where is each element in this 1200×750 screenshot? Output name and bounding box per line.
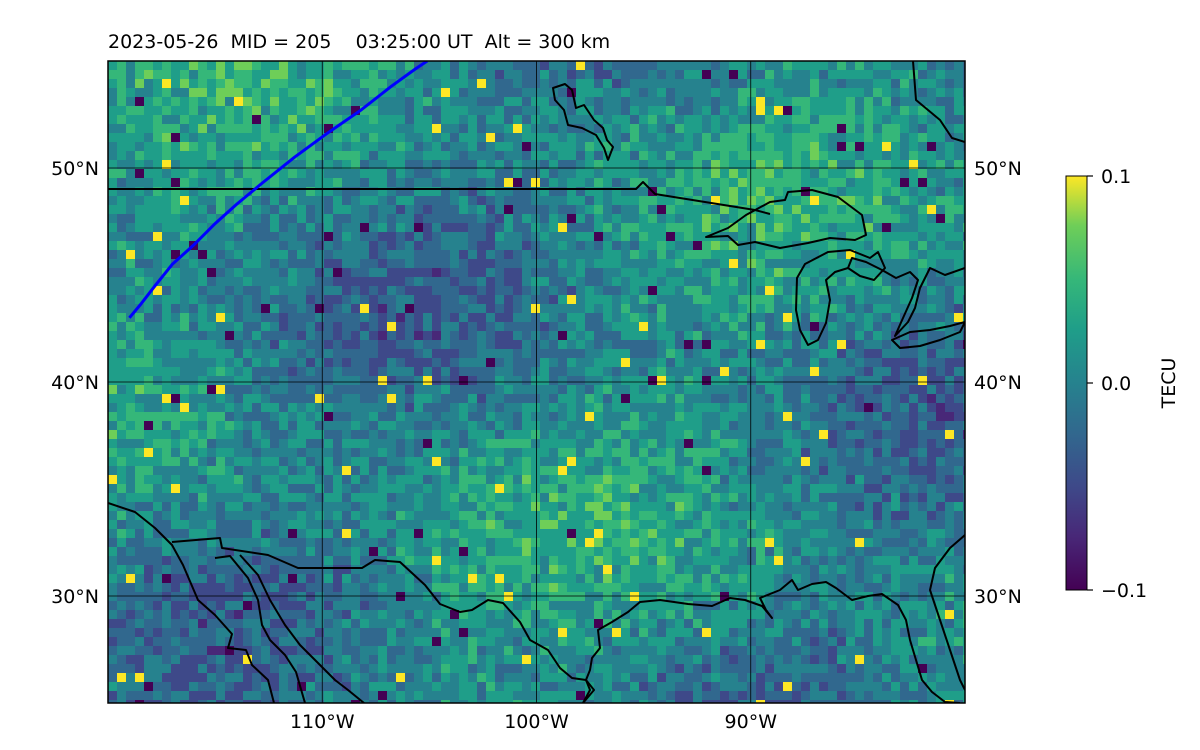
lon-label: 90°W <box>725 711 778 733</box>
lake-erie <box>891 321 965 349</box>
map-frame <box>107 60 966 704</box>
lon-label: 110°W <box>290 711 355 733</box>
colorbar: 0.1 0.0 −0.1 TECU <box>1065 166 1180 602</box>
us-mexico-border <box>171 537 595 703</box>
lat-label-right: 40°N <box>974 372 1022 394</box>
colorbar-tick-label: 0.1 <box>1101 166 1131 188</box>
lat-label-left: 30°N <box>51 586 99 608</box>
ontario-quebec-border <box>912 61 965 143</box>
lat-label-right: 30°N <box>974 586 1022 608</box>
lake-huron <box>847 257 965 337</box>
date-text: 2023-05-26 <box>108 31 218 53</box>
coastlines-borders <box>108 61 965 703</box>
colorbar-tick-label: 0.0 <box>1101 373 1131 395</box>
gulf-coast <box>582 579 961 703</box>
axis-ticks: 50°N 40°N 30°N 50°N 40°N 30°N 110°W 100°… <box>51 158 1022 733</box>
lat-label-right: 50°N <box>974 158 1022 180</box>
sonora-coast <box>239 554 365 703</box>
colorbar-tick-label: −0.1 <box>1101 580 1147 602</box>
mid-text: MID = 205 <box>231 31 332 53</box>
alt-text: Alt = 300 km <box>485 31 611 53</box>
lat-label-left: 40°N <box>51 372 99 394</box>
colorbar-label: TECU <box>1158 358 1180 410</box>
lat-label-left: 50°N <box>51 158 99 180</box>
satellite-track-line <box>128 61 429 319</box>
us-canada-border <box>108 181 771 215</box>
tec-heatmap <box>108 61 965 703</box>
lon-label: 100°W <box>504 711 569 733</box>
graticule-grid <box>108 61 965 703</box>
header-line: 2023-05-26 MID = 205 03:25:00 UT Alt = 3… <box>108 31 610 53</box>
lake-superior <box>705 189 867 249</box>
atlantic-coast <box>929 534 965 691</box>
colorbar-gradient <box>1065 175 1088 591</box>
colorbar-ticks <box>1087 175 1093 591</box>
time-text: 03:25:00 UT <box>356 31 473 53</box>
baja-inner-coast <box>214 555 306 703</box>
baja-coast <box>108 502 275 703</box>
lake-winnipeg <box>552 83 614 161</box>
